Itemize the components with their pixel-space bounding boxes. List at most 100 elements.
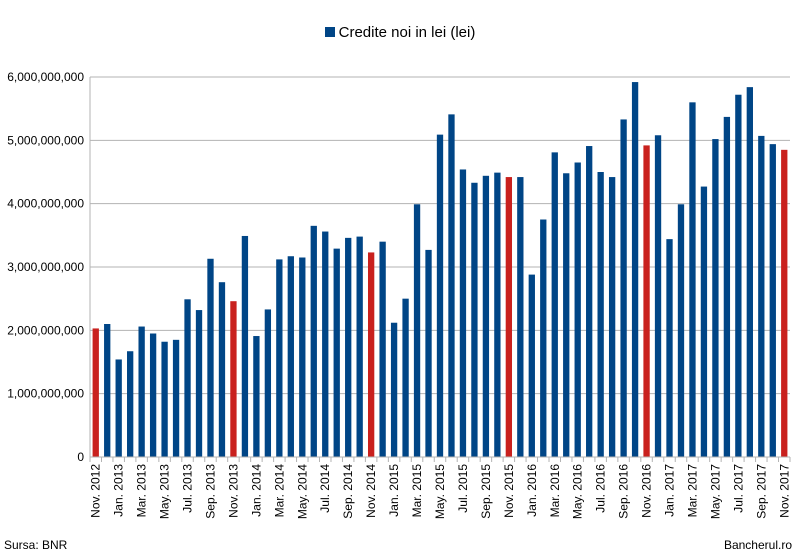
x-tick-label: Jan. 2014	[249, 464, 263, 517]
bar	[654, 135, 662, 457]
x-tick-label: May. 2017	[708, 464, 722, 519]
bar	[115, 359, 122, 457]
bar	[264, 309, 272, 457]
bar	[563, 173, 570, 457]
bar	[310, 225, 317, 457]
y-tick-label: 5,000,000,000	[7, 133, 84, 147]
bar	[172, 339, 180, 457]
x-tick-label: Jul. 2017	[731, 464, 745, 513]
bar	[631, 82, 639, 458]
bar	[620, 119, 627, 457]
bar	[195, 310, 203, 457]
bar	[276, 259, 283, 457]
bar	[746, 87, 753, 457]
bar	[425, 249, 432, 457]
bar	[586, 146, 593, 458]
bar	[367, 252, 375, 457]
bar	[471, 182, 478, 457]
x-tick-label: Jul. 2015	[456, 464, 470, 513]
x-tick-label: Jul. 2014	[318, 464, 332, 513]
bar	[551, 152, 558, 457]
x-tick-label: Sep. 2013	[203, 464, 217, 519]
bar	[643, 145, 650, 457]
x-tick-label: May. 2015	[433, 464, 447, 519]
bar	[540, 219, 547, 457]
bar	[448, 114, 455, 457]
y-axis-tick-labels: 0 1,000,000,000 2,000,000,000 3,000,000,000…	[7, 70, 84, 464]
bar	[402, 298, 409, 457]
bar	[413, 204, 421, 457]
y-tick-label: 6,000,000,000	[7, 70, 84, 84]
x-tick-label: Nov. 2016	[640, 464, 654, 518]
x-tick-label: May. 2016	[571, 464, 585, 519]
y-tick-label: 0	[77, 450, 84, 464]
bar	[769, 144, 776, 457]
x-tick-label: Mar. 2015	[410, 464, 424, 518]
bar	[345, 237, 352, 457]
x-tick-label: Nov. 2015	[502, 464, 516, 518]
bar	[127, 351, 134, 457]
bar	[218, 282, 226, 457]
x-axis-tick-labels: Nov. 2012 Jan. 2013 Mar. 2013 May. 2013 Jul.…	[89, 464, 792, 519]
bar	[390, 322, 398, 457]
bar	[700, 186, 708, 458]
x-tick-label: Nov. 2014	[364, 464, 378, 518]
bar	[241, 235, 249, 457]
x-tick-label: Jan. 2013	[112, 464, 126, 517]
bar	[712, 139, 719, 458]
bar	[689, 102, 696, 457]
x-tick-label: Sep. 2017	[754, 464, 768, 519]
x-tick-label: Nov. 2012	[89, 464, 103, 518]
bar	[608, 177, 616, 458]
bar	[207, 258, 214, 457]
x-tick-label: May. 2013	[158, 464, 172, 519]
y-tick-label: 3,000,000,000	[7, 260, 84, 274]
x-tick-label: Jan. 2016	[525, 464, 539, 517]
y-tick-label: 4,000,000,000	[7, 197, 84, 211]
bars	[92, 82, 788, 458]
bar	[379, 241, 386, 457]
x-tick-label: Mar. 2017	[685, 464, 699, 518]
x-tick-label: Jul. 2016	[594, 464, 608, 513]
bar	[161, 341, 168, 457]
bar	[781, 149, 788, 458]
bar	[299, 257, 306, 457]
bar	[184, 299, 191, 457]
x-tick-label: Mar. 2013	[135, 464, 149, 518]
bar	[322, 231, 329, 457]
x-tick-label: Sep. 2016	[617, 464, 631, 519]
y-tick-label: 2,000,000,000	[7, 323, 84, 337]
x-tick-label: Jul. 2013	[181, 464, 195, 513]
x-tick-label: Mar. 2014	[272, 464, 286, 518]
legend-swatch	[324, 27, 335, 38]
legend-label: Credite noi in lei (lei)	[338, 24, 476, 41]
bar	[436, 134, 444, 457]
bar	[459, 169, 467, 457]
bar	[723, 116, 731, 458]
x-tick-label: Mar. 2016	[548, 464, 562, 518]
bar	[482, 175, 490, 458]
bar	[333, 248, 340, 457]
brand-label: Bancherul.ro	[723, 538, 792, 552]
x-tick-label: Sep. 2014	[341, 464, 355, 519]
bar	[517, 177, 524, 458]
bar	[677, 204, 685, 457]
legend: Credite noi in lei (lei)	[0, 24, 800, 41]
bar	[735, 94, 742, 457]
x-tick-label: Jan. 2015	[387, 464, 401, 517]
bar	[230, 301, 237, 457]
bar	[758, 135, 765, 457]
x-tick-label: Jan. 2017	[663, 464, 677, 517]
bar	[356, 236, 363, 457]
bar	[104, 324, 111, 457]
x-tick-label: May. 2014	[295, 464, 309, 519]
bar	[597, 172, 604, 457]
bar	[138, 326, 145, 457]
x-tick-label: Nov. 2017	[777, 464, 791, 518]
y-tick-label: 1,000,000,000	[7, 387, 84, 401]
source-note: Sursa: BNR	[4, 538, 68, 552]
bar	[666, 239, 673, 457]
bar	[574, 162, 581, 457]
bar	[92, 328, 99, 457]
